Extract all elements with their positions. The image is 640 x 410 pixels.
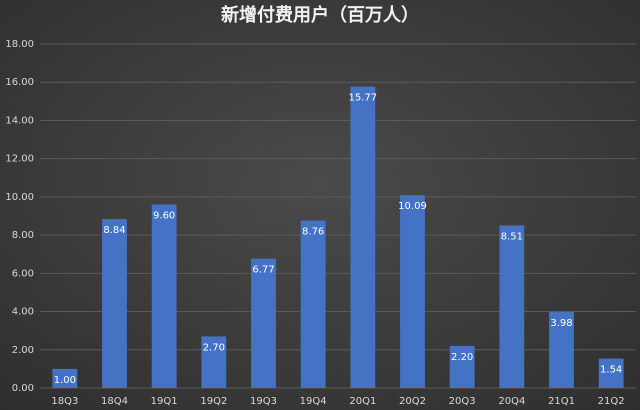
x-tick-label: 20Q2 [399, 396, 426, 407]
bar [300, 220, 326, 388]
value-label: 15.77 [349, 93, 378, 104]
value-label: 1.00 [54, 375, 76, 386]
x-tick-label: 19Q2 [200, 396, 227, 407]
value-label: 1.54 [600, 365, 622, 376]
x-tick-label: 19Q1 [151, 396, 178, 407]
y-tick-label: 16.00 [5, 77, 34, 88]
y-tick-label: 14.00 [5, 115, 34, 126]
y-tick-label: 10.00 [5, 192, 34, 203]
value-label: 3.98 [550, 318, 572, 329]
bar [151, 204, 177, 388]
x-tick-label: 20Q4 [498, 396, 525, 407]
x-tick-label: 19Q3 [250, 396, 277, 407]
bar [598, 358, 624, 388]
bar [400, 195, 425, 388]
y-tick-label: 2.00 [12, 345, 34, 356]
bar [251, 258, 276, 388]
chart-title: 新增付费用户（百万人） [221, 4, 419, 26]
y-tick-label: 12.00 [5, 154, 34, 165]
x-tick-label: 21Q1 [548, 396, 575, 407]
bar [549, 311, 574, 388]
x-tick-label: 20Q1 [349, 396, 376, 407]
value-label: 8.76 [302, 227, 324, 238]
value-label: 8.51 [501, 231, 523, 242]
bar [52, 368, 78, 388]
y-tick-label: 8.00 [12, 230, 34, 241]
value-label: 8.84 [103, 225, 125, 236]
x-tick-label: 18Q4 [101, 396, 128, 407]
value-label: 9.60 [153, 211, 175, 222]
y-tick-label: 0.00 [12, 383, 34, 394]
x-tick-label: 19Q4 [300, 396, 327, 407]
value-label: 2.20 [451, 352, 473, 363]
x-tick-label: 20Q3 [449, 396, 476, 407]
x-tick-label: 18Q3 [51, 396, 78, 407]
bar [449, 345, 475, 388]
y-tick-label: 6.00 [12, 268, 34, 279]
bar [350, 86, 376, 389]
value-label: 10.09 [398, 201, 427, 212]
value-label: 2.70 [203, 342, 225, 353]
y-tick-label: 18.00 [5, 39, 34, 50]
value-label: 6.77 [252, 265, 274, 276]
bar [102, 219, 127, 388]
y-tick-label: 4.00 [12, 307, 34, 318]
bar [499, 225, 525, 388]
x-tick-label: 21Q2 [598, 396, 625, 407]
bar [201, 336, 227, 388]
